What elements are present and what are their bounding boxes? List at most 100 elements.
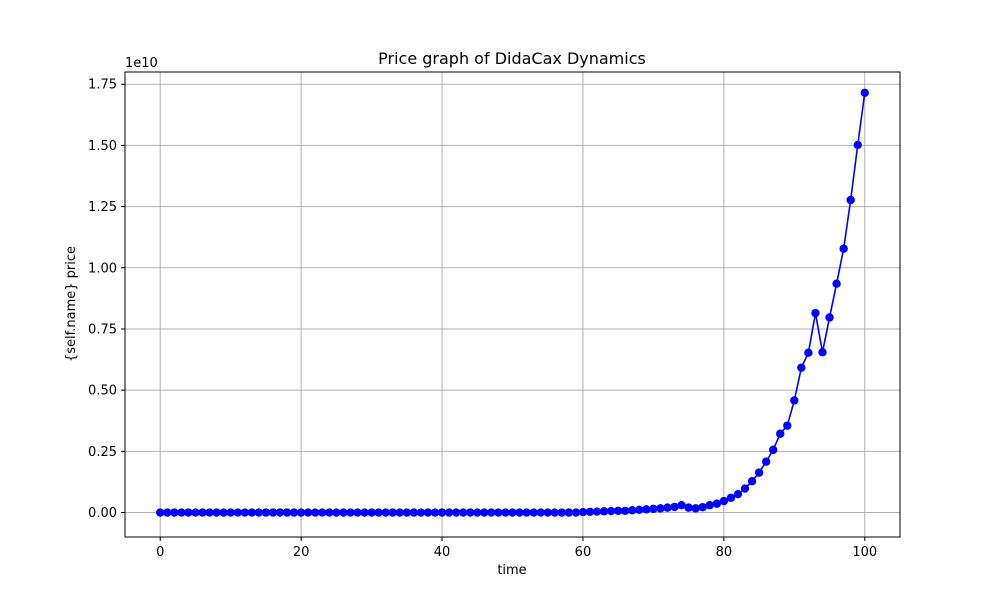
- data-point: [592, 507, 602, 516]
- data-point: [332, 508, 341, 517]
- data-point: [747, 477, 757, 486]
- data-point: [832, 279, 841, 288]
- data-point: [289, 508, 299, 517]
- data-point: [656, 504, 665, 513]
- data-point: [437, 508, 447, 517]
- data-point: [501, 508, 510, 517]
- data-point: [466, 508, 475, 517]
- data-point: [550, 508, 559, 517]
- data-point: [325, 508, 334, 517]
- data-point: [543, 508, 552, 517]
- x-axis-title: time: [497, 563, 526, 578]
- data-point: [649, 504, 658, 514]
- data-point: [783, 421, 792, 430]
- data-point: [388, 508, 397, 517]
- data-point: [170, 508, 179, 517]
- data-point: [268, 508, 278, 517]
- data-point: [733, 489, 743, 499]
- data-point: [726, 493, 736, 503]
- y-axis-ticks: 0.00 0.25 0.50 0.75 1.00 1.25 1.50 1.75: [88, 78, 125, 521]
- data-point: [754, 468, 764, 477]
- data-point: [761, 457, 771, 466]
- data-point: [768, 445, 778, 455]
- data-point: [473, 508, 482, 517]
- data-point: [613, 506, 623, 516]
- price-line: [160, 92, 866, 514]
- data-point: [564, 508, 574, 517]
- data-point: [346, 508, 355, 517]
- y-axis-title: {self.name} price: [64, 246, 79, 362]
- data-point: [677, 500, 686, 510]
- data-point: [804, 348, 813, 357]
- data-point: [311, 508, 320, 517]
- data-point: [487, 508, 496, 517]
- data-point: [226, 508, 235, 517]
- data-point: [177, 508, 186, 517]
- x-tick-label: 20: [293, 545, 310, 560]
- data-point: [381, 508, 390, 517]
- data-point: [663, 503, 672, 512]
- data-point: [416, 508, 426, 517]
- data-point: [691, 504, 700, 513]
- data-point: [712, 499, 722, 508]
- data-point: [353, 508, 362, 517]
- data-point: [585, 507, 595, 516]
- data-point: [606, 506, 616, 516]
- data-point: [578, 507, 588, 517]
- data-point: [451, 508, 461, 517]
- x-tick-label: 80: [716, 545, 733, 560]
- data-point: [156, 508, 165, 517]
- chart-title: Price graph of DidaCax Dynamics: [378, 49, 646, 68]
- x-tick-label: 60: [575, 545, 592, 560]
- data-point: [430, 508, 440, 517]
- plot-frame: [124, 71, 901, 538]
- data-point: [233, 508, 242, 517]
- data-point: [719, 496, 729, 506]
- data-point: [839, 244, 848, 253]
- data-point: [705, 500, 714, 510]
- data-point: [254, 508, 264, 517]
- x-tick-label: 0: [156, 545, 164, 560]
- data-point: [557, 508, 567, 517]
- y-tick-label: 0.25: [88, 445, 117, 460]
- data-point: [515, 508, 524, 517]
- series-line: [160, 92, 866, 514]
- data-point: [776, 429, 785, 438]
- data-point: [818, 348, 827, 357]
- data-point: [282, 508, 292, 517]
- x-tick-label: 40: [434, 545, 451, 560]
- data-point: [303, 508, 313, 517]
- data-point: [684, 503, 693, 512]
- y-tick-label: 1.75: [88, 78, 117, 93]
- x-axis-ticks: 0 20 40 60 80 100: [156, 537, 877, 560]
- y-tick-label: 0.50: [88, 384, 117, 399]
- data-point: [642, 505, 651, 514]
- data-point: [198, 508, 207, 517]
- data-point: [247, 508, 257, 517]
- data-point: [860, 88, 869, 98]
- data-point: [797, 363, 806, 372]
- data-point: [240, 508, 249, 517]
- data-points: [156, 88, 869, 517]
- data-point: [536, 508, 545, 517]
- data-point: [458, 508, 468, 517]
- y-offset-label: 1e10: [125, 56, 158, 71]
- data-point: [811, 308, 820, 318]
- data-point: [205, 508, 214, 517]
- data-point: [522, 508, 531, 517]
- data-point: [740, 484, 750, 493]
- data-point: [628, 506, 637, 515]
- data-point: [670, 502, 679, 512]
- data-point: [367, 508, 376, 517]
- data-point: [318, 508, 327, 517]
- data-point: [219, 508, 228, 517]
- data-point: [790, 396, 799, 405]
- data-point: [402, 508, 412, 517]
- data-point: [529, 508, 538, 517]
- x-tick-label: 100: [852, 545, 877, 560]
- data-point: [409, 508, 419, 517]
- data-point: [825, 313, 834, 322]
- data-point: [599, 507, 609, 516]
- data-point: [191, 508, 200, 517]
